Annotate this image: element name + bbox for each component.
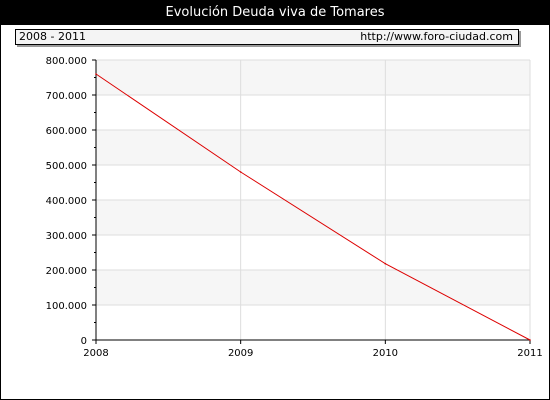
chart-title: Evolución Deuda viva de Tomares — [1, 1, 549, 25]
info-box: 2008 - 2011 http://www.foro-ciudad.com — [15, 29, 519, 45]
tick-labels: 0 100.000 200.000 300.000 400.000 500.000 600.… — [46, 56, 543, 359]
x-tick-label: 2010 — [373, 348, 398, 359]
x-tick-label: 2009 — [228, 348, 253, 359]
y-tick-label: 800.000 — [46, 56, 87, 67]
plot-band — [96, 95, 530, 130]
date-range-label: 2008 - 2011 — [19, 30, 86, 43]
y-tick-label: 600.000 — [46, 126, 87, 137]
data-point — [529, 339, 531, 341]
y-tick-label: 0 — [81, 336, 87, 347]
y-tick-label: 100.000 — [46, 301, 87, 312]
plot-bands — [96, 60, 530, 340]
plot-band — [96, 270, 530, 305]
plot-band — [96, 130, 530, 165]
y-tick-label: 300.000 — [46, 231, 87, 242]
grid-lines — [96, 59, 531, 340]
x-tick-label: 2011 — [517, 348, 542, 359]
data-point — [384, 262, 387, 265]
y-tick-label: 200.000 — [46, 266, 87, 277]
plot-band — [96, 305, 530, 340]
y-tick-label: 700.000 — [46, 91, 87, 102]
x-tick-label: 2008 — [83, 348, 108, 359]
plot-band — [96, 165, 530, 200]
y-tick-label: 400.000 — [46, 196, 87, 207]
data-point — [239, 171, 242, 173]
source-url-link[interactable]: http://www.foro-ciudad.com — [360, 30, 513, 43]
series-layer — [95, 73, 531, 341]
series-line — [95, 73, 531, 341]
data-point — [95, 73, 97, 75]
y-tick-label: 500.000 — [46, 161, 87, 172]
plot-band — [96, 235, 530, 270]
plot-band — [96, 60, 530, 95]
